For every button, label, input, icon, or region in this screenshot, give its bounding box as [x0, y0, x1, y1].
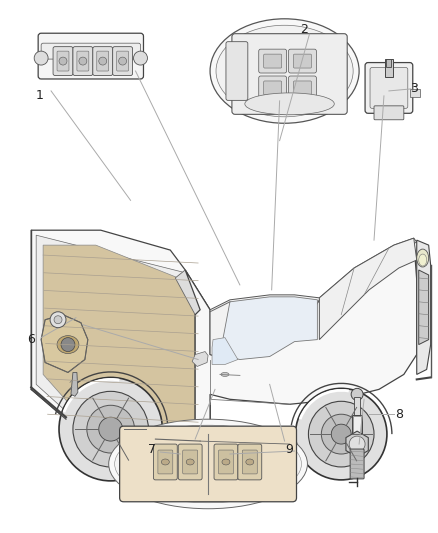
- Ellipse shape: [245, 93, 334, 115]
- FancyBboxPatch shape: [183, 450, 198, 474]
- Text: 1: 1: [35, 90, 43, 102]
- FancyBboxPatch shape: [264, 54, 282, 68]
- Circle shape: [79, 57, 87, 65]
- Ellipse shape: [417, 249, 429, 267]
- FancyBboxPatch shape: [214, 444, 238, 480]
- Circle shape: [119, 57, 127, 65]
- FancyBboxPatch shape: [158, 450, 173, 474]
- Polygon shape: [319, 238, 417, 340]
- FancyBboxPatch shape: [38, 33, 144, 79]
- Polygon shape: [220, 297, 318, 360]
- FancyBboxPatch shape: [226, 42, 248, 100]
- Ellipse shape: [216, 25, 353, 117]
- Circle shape: [321, 414, 361, 454]
- Text: 2: 2: [300, 23, 308, 36]
- FancyBboxPatch shape: [259, 76, 286, 100]
- FancyBboxPatch shape: [232, 34, 347, 114]
- FancyBboxPatch shape: [178, 444, 202, 480]
- FancyBboxPatch shape: [153, 444, 177, 480]
- Polygon shape: [185, 240, 417, 439]
- FancyBboxPatch shape: [350, 449, 364, 479]
- Circle shape: [54, 316, 62, 324]
- Ellipse shape: [419, 254, 427, 266]
- FancyBboxPatch shape: [93, 47, 113, 76]
- FancyBboxPatch shape: [259, 49, 286, 73]
- Polygon shape: [175, 270, 210, 315]
- Ellipse shape: [246, 459, 254, 465]
- Polygon shape: [43, 245, 200, 429]
- Bar: [386, 59, 392, 67]
- Polygon shape: [212, 337, 238, 365]
- Bar: [410, 89, 420, 97]
- Circle shape: [99, 57, 107, 65]
- Circle shape: [73, 391, 148, 467]
- Text: 6: 6: [27, 333, 35, 346]
- FancyBboxPatch shape: [242, 450, 257, 474]
- FancyBboxPatch shape: [117, 51, 129, 71]
- Polygon shape: [31, 230, 210, 439]
- FancyBboxPatch shape: [57, 51, 69, 71]
- Text: 3: 3: [410, 83, 418, 95]
- Circle shape: [87, 405, 134, 453]
- FancyBboxPatch shape: [73, 47, 93, 76]
- Ellipse shape: [109, 419, 307, 508]
- Text: 9: 9: [286, 442, 293, 456]
- FancyBboxPatch shape: [41, 43, 141, 59]
- FancyBboxPatch shape: [374, 106, 404, 120]
- FancyBboxPatch shape: [120, 426, 297, 502]
- Polygon shape: [195, 310, 210, 439]
- Circle shape: [296, 389, 387, 480]
- Ellipse shape: [57, 336, 79, 353]
- Ellipse shape: [115, 425, 301, 503]
- Ellipse shape: [222, 459, 230, 465]
- FancyBboxPatch shape: [97, 51, 109, 71]
- Ellipse shape: [221, 373, 229, 376]
- Circle shape: [59, 57, 67, 65]
- Circle shape: [134, 51, 148, 65]
- FancyBboxPatch shape: [289, 76, 316, 100]
- Polygon shape: [417, 240, 431, 375]
- Polygon shape: [192, 352, 208, 367]
- FancyBboxPatch shape: [293, 81, 311, 95]
- FancyBboxPatch shape: [293, 54, 311, 68]
- Bar: [352, 415, 362, 437]
- FancyBboxPatch shape: [238, 444, 262, 480]
- Polygon shape: [41, 315, 88, 373]
- FancyBboxPatch shape: [113, 47, 133, 76]
- FancyBboxPatch shape: [219, 450, 233, 474]
- Circle shape: [34, 51, 48, 65]
- Bar: [354, 397, 360, 415]
- FancyBboxPatch shape: [365, 62, 413, 114]
- FancyBboxPatch shape: [53, 47, 73, 76]
- FancyBboxPatch shape: [289, 49, 316, 73]
- Circle shape: [308, 401, 374, 467]
- Circle shape: [61, 337, 75, 352]
- Circle shape: [99, 417, 123, 441]
- Circle shape: [331, 424, 351, 444]
- Polygon shape: [71, 373, 78, 397]
- Polygon shape: [346, 431, 368, 457]
- Polygon shape: [419, 270, 429, 345]
- Circle shape: [351, 389, 363, 400]
- Ellipse shape: [161, 459, 170, 465]
- Polygon shape: [36, 235, 205, 436]
- Ellipse shape: [210, 19, 359, 123]
- FancyBboxPatch shape: [370, 68, 408, 108]
- Circle shape: [349, 436, 365, 452]
- Bar: [353, 416, 361, 432]
- Text: 8: 8: [395, 408, 403, 421]
- Bar: [385, 59, 393, 77]
- Polygon shape: [210, 238, 417, 360]
- Ellipse shape: [186, 459, 194, 465]
- FancyBboxPatch shape: [264, 81, 282, 95]
- FancyBboxPatch shape: [77, 51, 89, 71]
- Circle shape: [59, 377, 162, 481]
- Text: 7: 7: [148, 442, 156, 456]
- Circle shape: [50, 312, 66, 328]
